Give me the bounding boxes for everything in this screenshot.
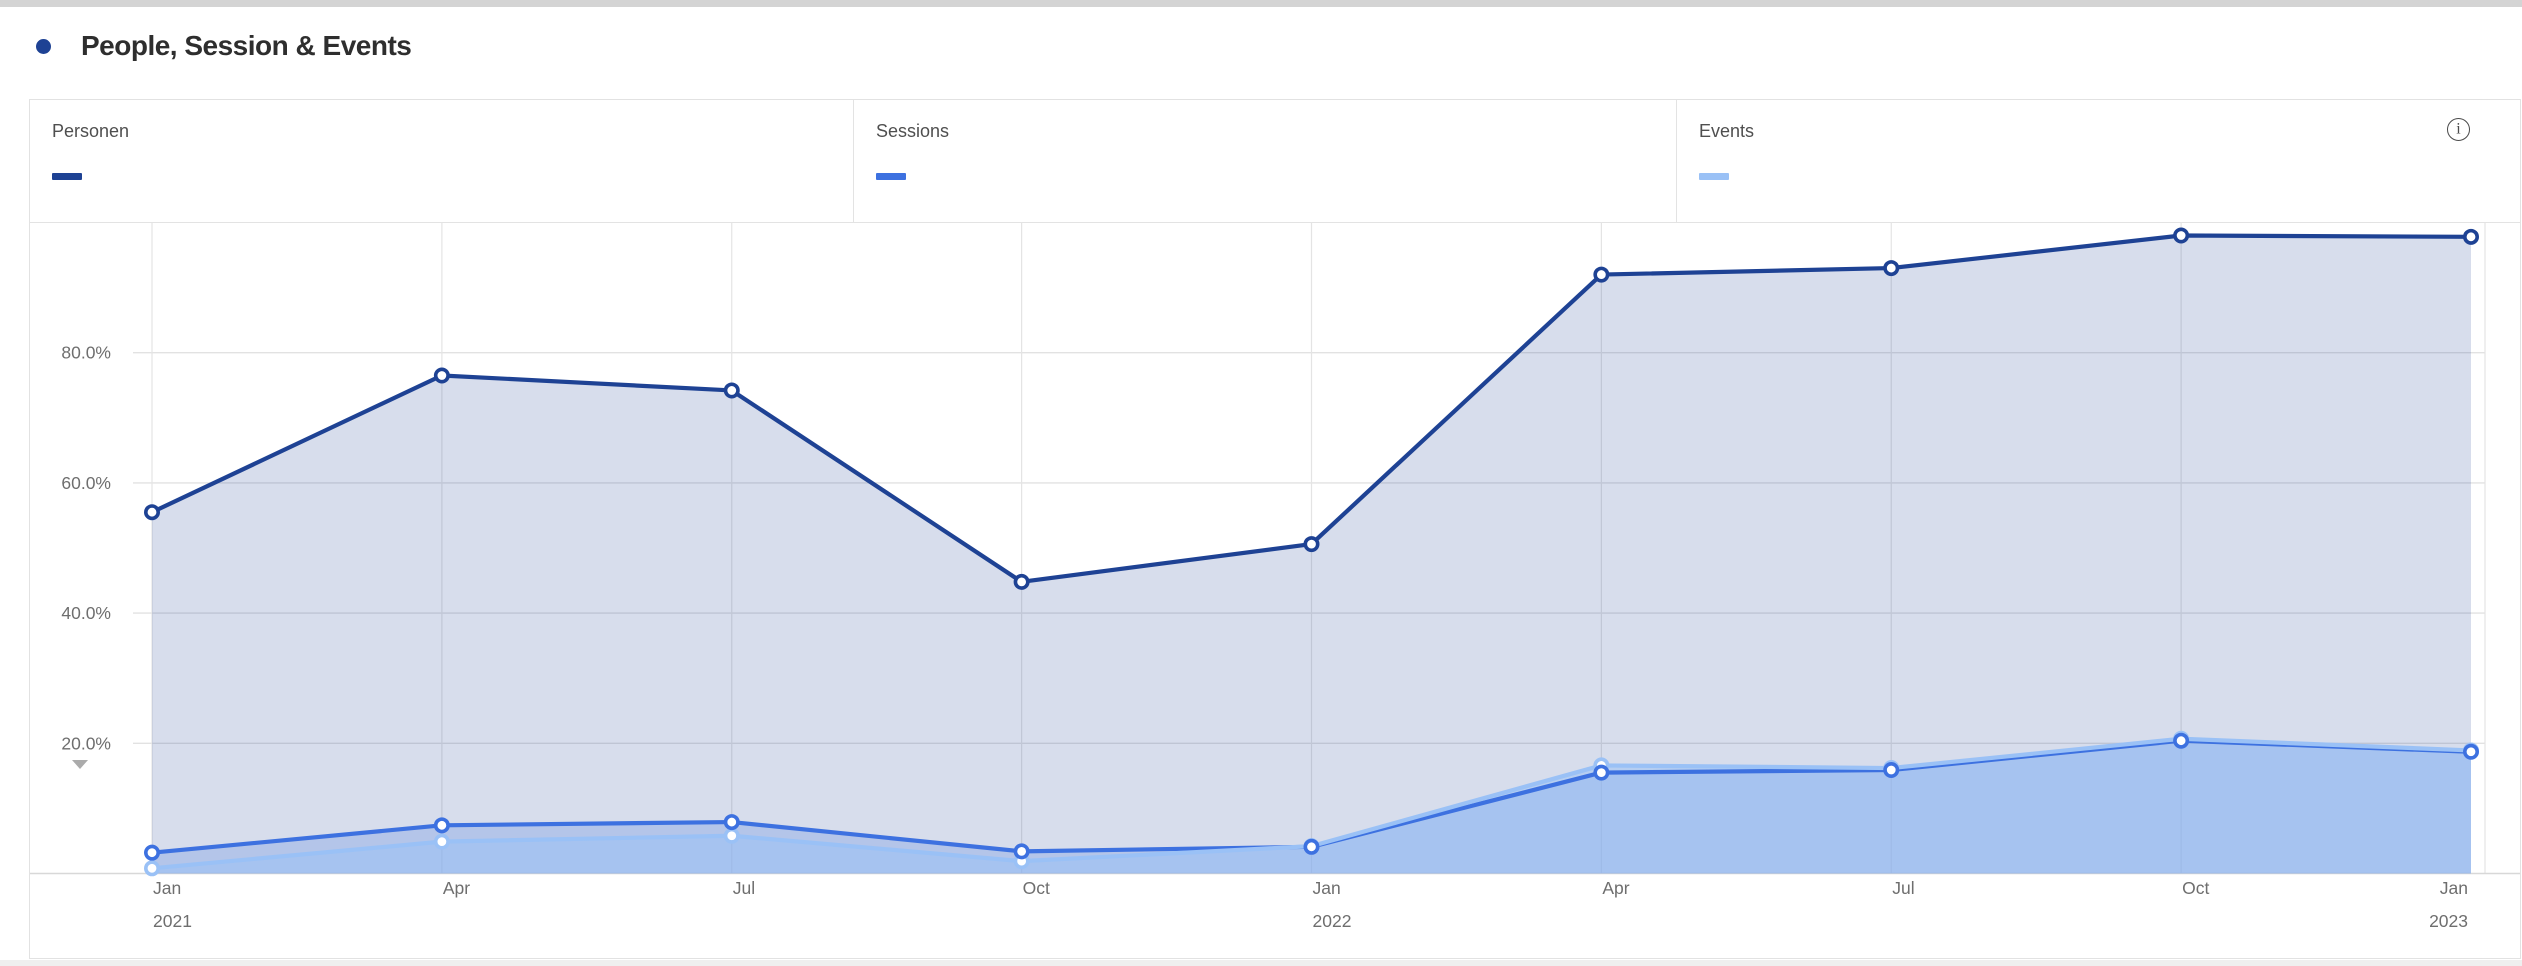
legend-label-sessions: Sessions [876,121,950,141]
y-axis-label: 80.0% [61,343,111,363]
x-axis-label: Jul [733,878,755,898]
x-axis-label: Apr [1602,878,1629,898]
data-point-sessions[interactable] [723,814,740,831]
window-top-edge [0,0,2522,7]
data-point-personen[interactable] [1593,266,1610,283]
data-point-personen[interactable] [2463,228,2480,245]
data-point-sessions[interactable] [2463,743,2480,760]
x-axis-label: Jul [1892,878,1914,898]
info-icon[interactable] [2447,118,2470,141]
data-point-sessions[interactable] [1883,761,1900,778]
data-point-events[interactable] [723,827,740,844]
data-point-personen[interactable] [1883,260,1900,277]
data-point-sessions[interactable] [144,844,161,861]
x-axis-label: Oct [1023,878,1050,898]
info-icon-glyph [2448,119,2469,140]
x-axis-year-label: 2023 [2429,911,2468,931]
data-point-personen[interactable] [2173,227,2190,244]
data-point-events[interactable] [144,860,161,877]
y-axis-label: 40.0% [61,603,111,623]
data-point-sessions[interactable] [1593,764,1610,781]
legend-item-sessions[interactable]: Sessions [854,100,1677,222]
chart-canvas: 20.0% 40.0% 60.0% 80.0% Jan Apr Jul Oct Jan Apr Ju… [30,222,2520,931]
data-point-personen[interactable] [1303,536,1320,553]
chart-header: People, Session & Events [36,30,412,62]
chart-panel: Personen Sessions Events 20.0% 40.0% 60.0%… [29,99,2521,959]
window-bottom-edge [0,960,2522,966]
page-title: People, Session & Events [81,30,412,61]
x-axis-label: Jan [1313,878,1341,898]
data-point-sessions[interactable] [2173,732,2190,749]
y-axis-label: 60.0% [61,473,111,493]
data-point-personen[interactable] [723,382,740,399]
legend-label-events: Events [1699,121,1755,141]
x-axis-label: Apr [443,878,470,898]
data-point-sessions[interactable] [433,817,450,834]
data-point-personen[interactable] [144,504,161,521]
legend-swatch-events [1699,173,1729,180]
legend-item-events[interactable]: Events [1677,100,2520,222]
x-axis-year-label: 2021 [153,911,192,931]
x-axis-label: Jan [153,878,181,898]
data-point-sessions[interactable] [1303,838,1320,855]
y-axis-label: 20.0% [61,733,111,753]
data-point-sessions[interactable] [1013,843,1030,860]
legend-swatch-personen [52,173,82,180]
data-point-personen[interactable] [433,367,450,384]
legend-label-personen: Personen [52,121,130,141]
y-axis-caret-icon[interactable] [72,760,88,769]
data-point-events[interactable] [433,833,450,850]
legend-swatch-sessions [876,173,906,180]
chart-legend: Personen Sessions Events [30,100,2520,223]
x-axis-label: Oct [2182,878,2209,898]
bullet-icon [36,38,51,54]
x-axis-year-label: 2022 [1313,911,1352,931]
legend-item-personen[interactable]: Personen [30,100,854,222]
x-axis-label: Jan [2440,878,2468,898]
data-point-personen[interactable] [1013,573,1030,590]
